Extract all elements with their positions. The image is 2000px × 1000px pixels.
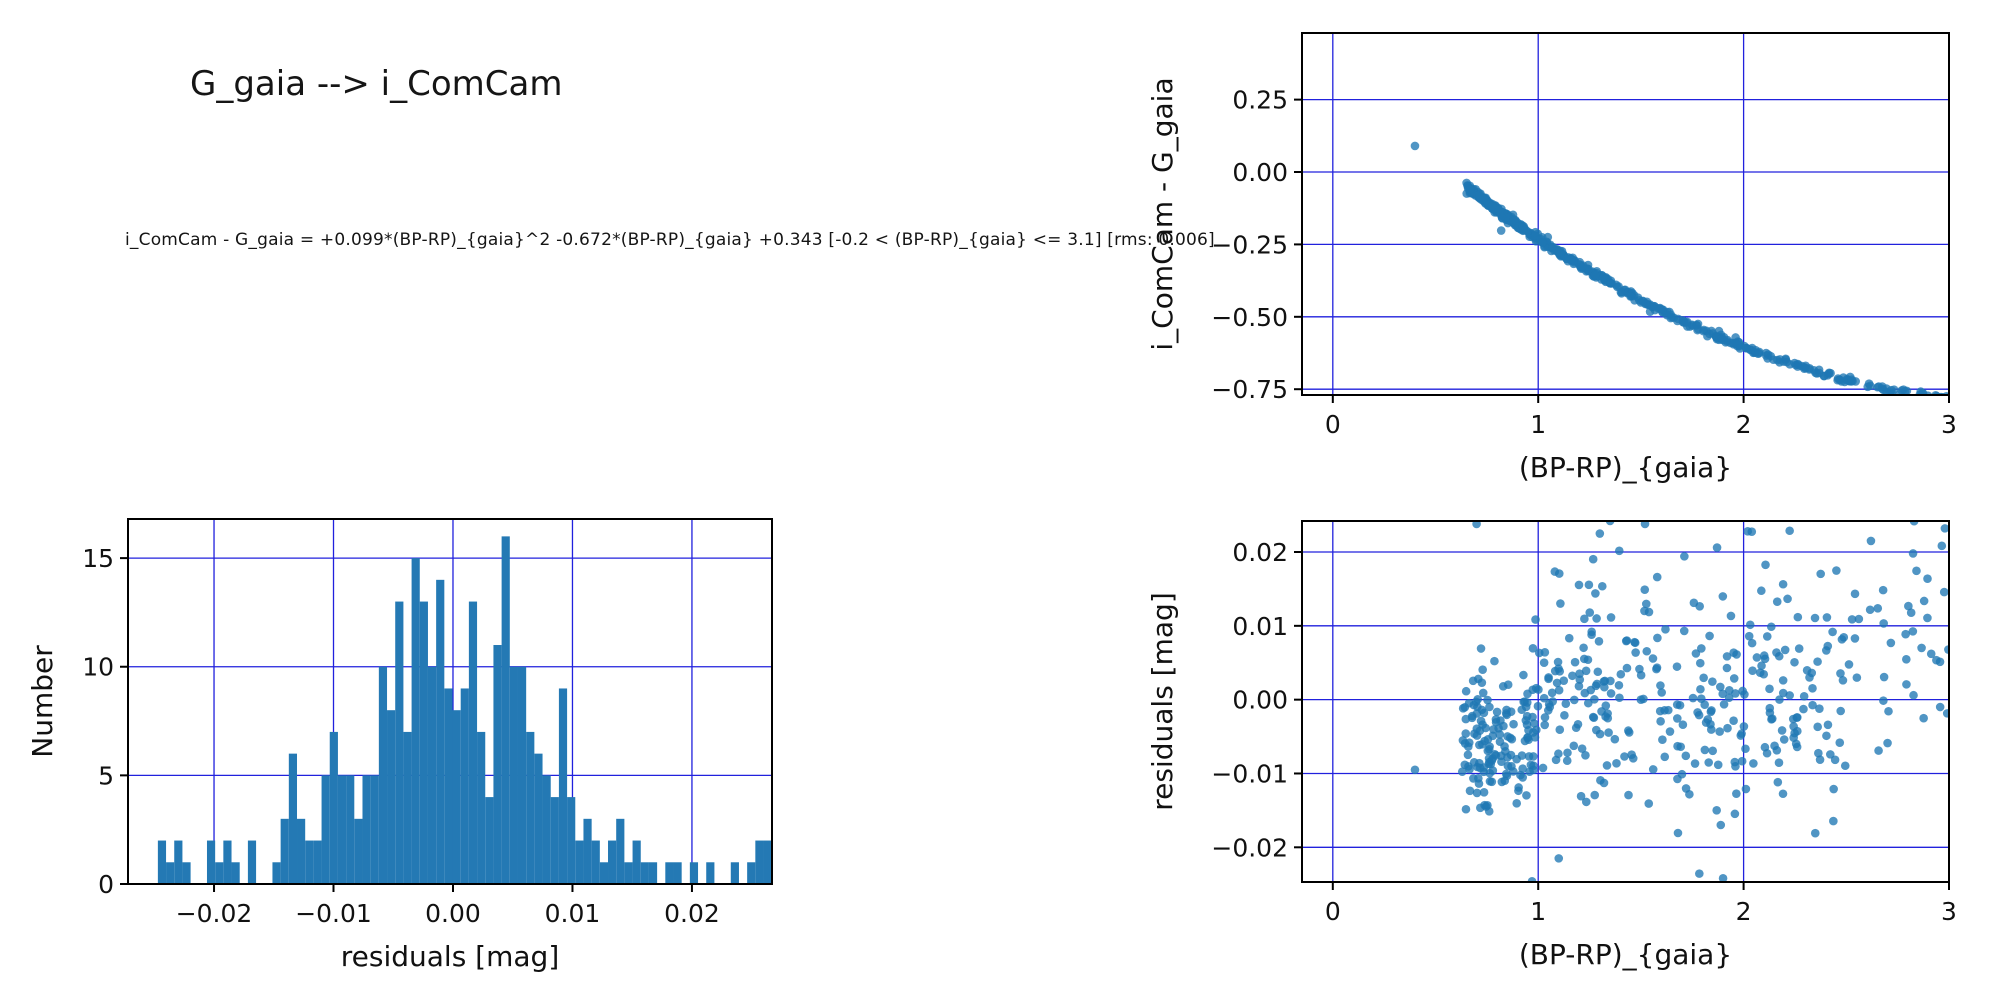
svg-text:0.01: 0.01 bbox=[1232, 612, 1288, 641]
svg-text:−0.01: −0.01 bbox=[1211, 759, 1288, 788]
svg-text:0: 0 bbox=[1325, 410, 1341, 439]
svg-text:0.01: 0.01 bbox=[545, 899, 601, 928]
svg-text:10: 10 bbox=[82, 653, 114, 682]
residuals-histogram-plot: −0.02 −0.01 0.00 0.01 0.02 0 5 10 15 residuals [m… bbox=[26, 518, 773, 973]
svg-text:0.00: 0.00 bbox=[1232, 686, 1288, 715]
svg-text:−0.75: −0.75 bbox=[1211, 375, 1288, 404]
svg-text:15: 15 bbox=[82, 544, 114, 573]
svg-text:0.00: 0.00 bbox=[425, 899, 481, 928]
svg-text:1: 1 bbox=[1530, 410, 1546, 439]
svg-text:Number: Number bbox=[26, 645, 59, 758]
svg-text:−0.50: −0.50 bbox=[1211, 303, 1288, 332]
svg-text:2: 2 bbox=[1736, 410, 1752, 439]
svg-text:−0.02: −0.02 bbox=[1211, 833, 1288, 862]
svg-text:residuals [mag]: residuals [mag] bbox=[341, 940, 560, 973]
svg-text:0.02: 0.02 bbox=[1232, 538, 1288, 567]
svg-text:−0.02: −0.02 bbox=[176, 899, 253, 928]
svg-text:0: 0 bbox=[1325, 897, 1341, 926]
svg-text:(BP-RP)_{gaia}: (BP-RP)_{gaia} bbox=[1519, 938, 1732, 971]
svg-text:i_ComCam - G_gaia: i_ComCam - G_gaia bbox=[1146, 77, 1179, 350]
svg-text:0: 0 bbox=[98, 870, 114, 899]
svg-text:0.00: 0.00 bbox=[1232, 158, 1288, 187]
color-transform-scatter-plot: 0 1 2 3 0.25 0.00 −0.25 −0.50 −0.75 (BP-RP)_{gaia… bbox=[1146, 32, 1957, 484]
svg-text:−0.01: −0.01 bbox=[295, 899, 372, 928]
fit-equation-text: i_ComCam - G_gaia = +0.099*(BP-RP)_{gaia… bbox=[125, 230, 1215, 250]
svg-text:0.25: 0.25 bbox=[1232, 86, 1288, 115]
svg-text:2: 2 bbox=[1736, 897, 1752, 926]
residuals-scatter-plot: 0 1 2 3 0.02 0.01 0.00 −0.01 −0.02 (BP-RP)_{gaia}… bbox=[1146, 520, 1957, 971]
figure-title: G_gaia --> i_ComCam bbox=[190, 64, 563, 104]
svg-text:5: 5 bbox=[98, 761, 114, 790]
svg-text:residuals [mag]: residuals [mag] bbox=[1146, 592, 1179, 811]
svg-text:3: 3 bbox=[1941, 410, 1957, 439]
svg-text:0.02: 0.02 bbox=[664, 899, 720, 928]
svg-text:3: 3 bbox=[1941, 897, 1957, 926]
svg-text:−0.25: −0.25 bbox=[1211, 230, 1288, 259]
svg-text:(BP-RP)_{gaia}: (BP-RP)_{gaia} bbox=[1519, 451, 1732, 484]
svg-text:1: 1 bbox=[1530, 897, 1546, 926]
